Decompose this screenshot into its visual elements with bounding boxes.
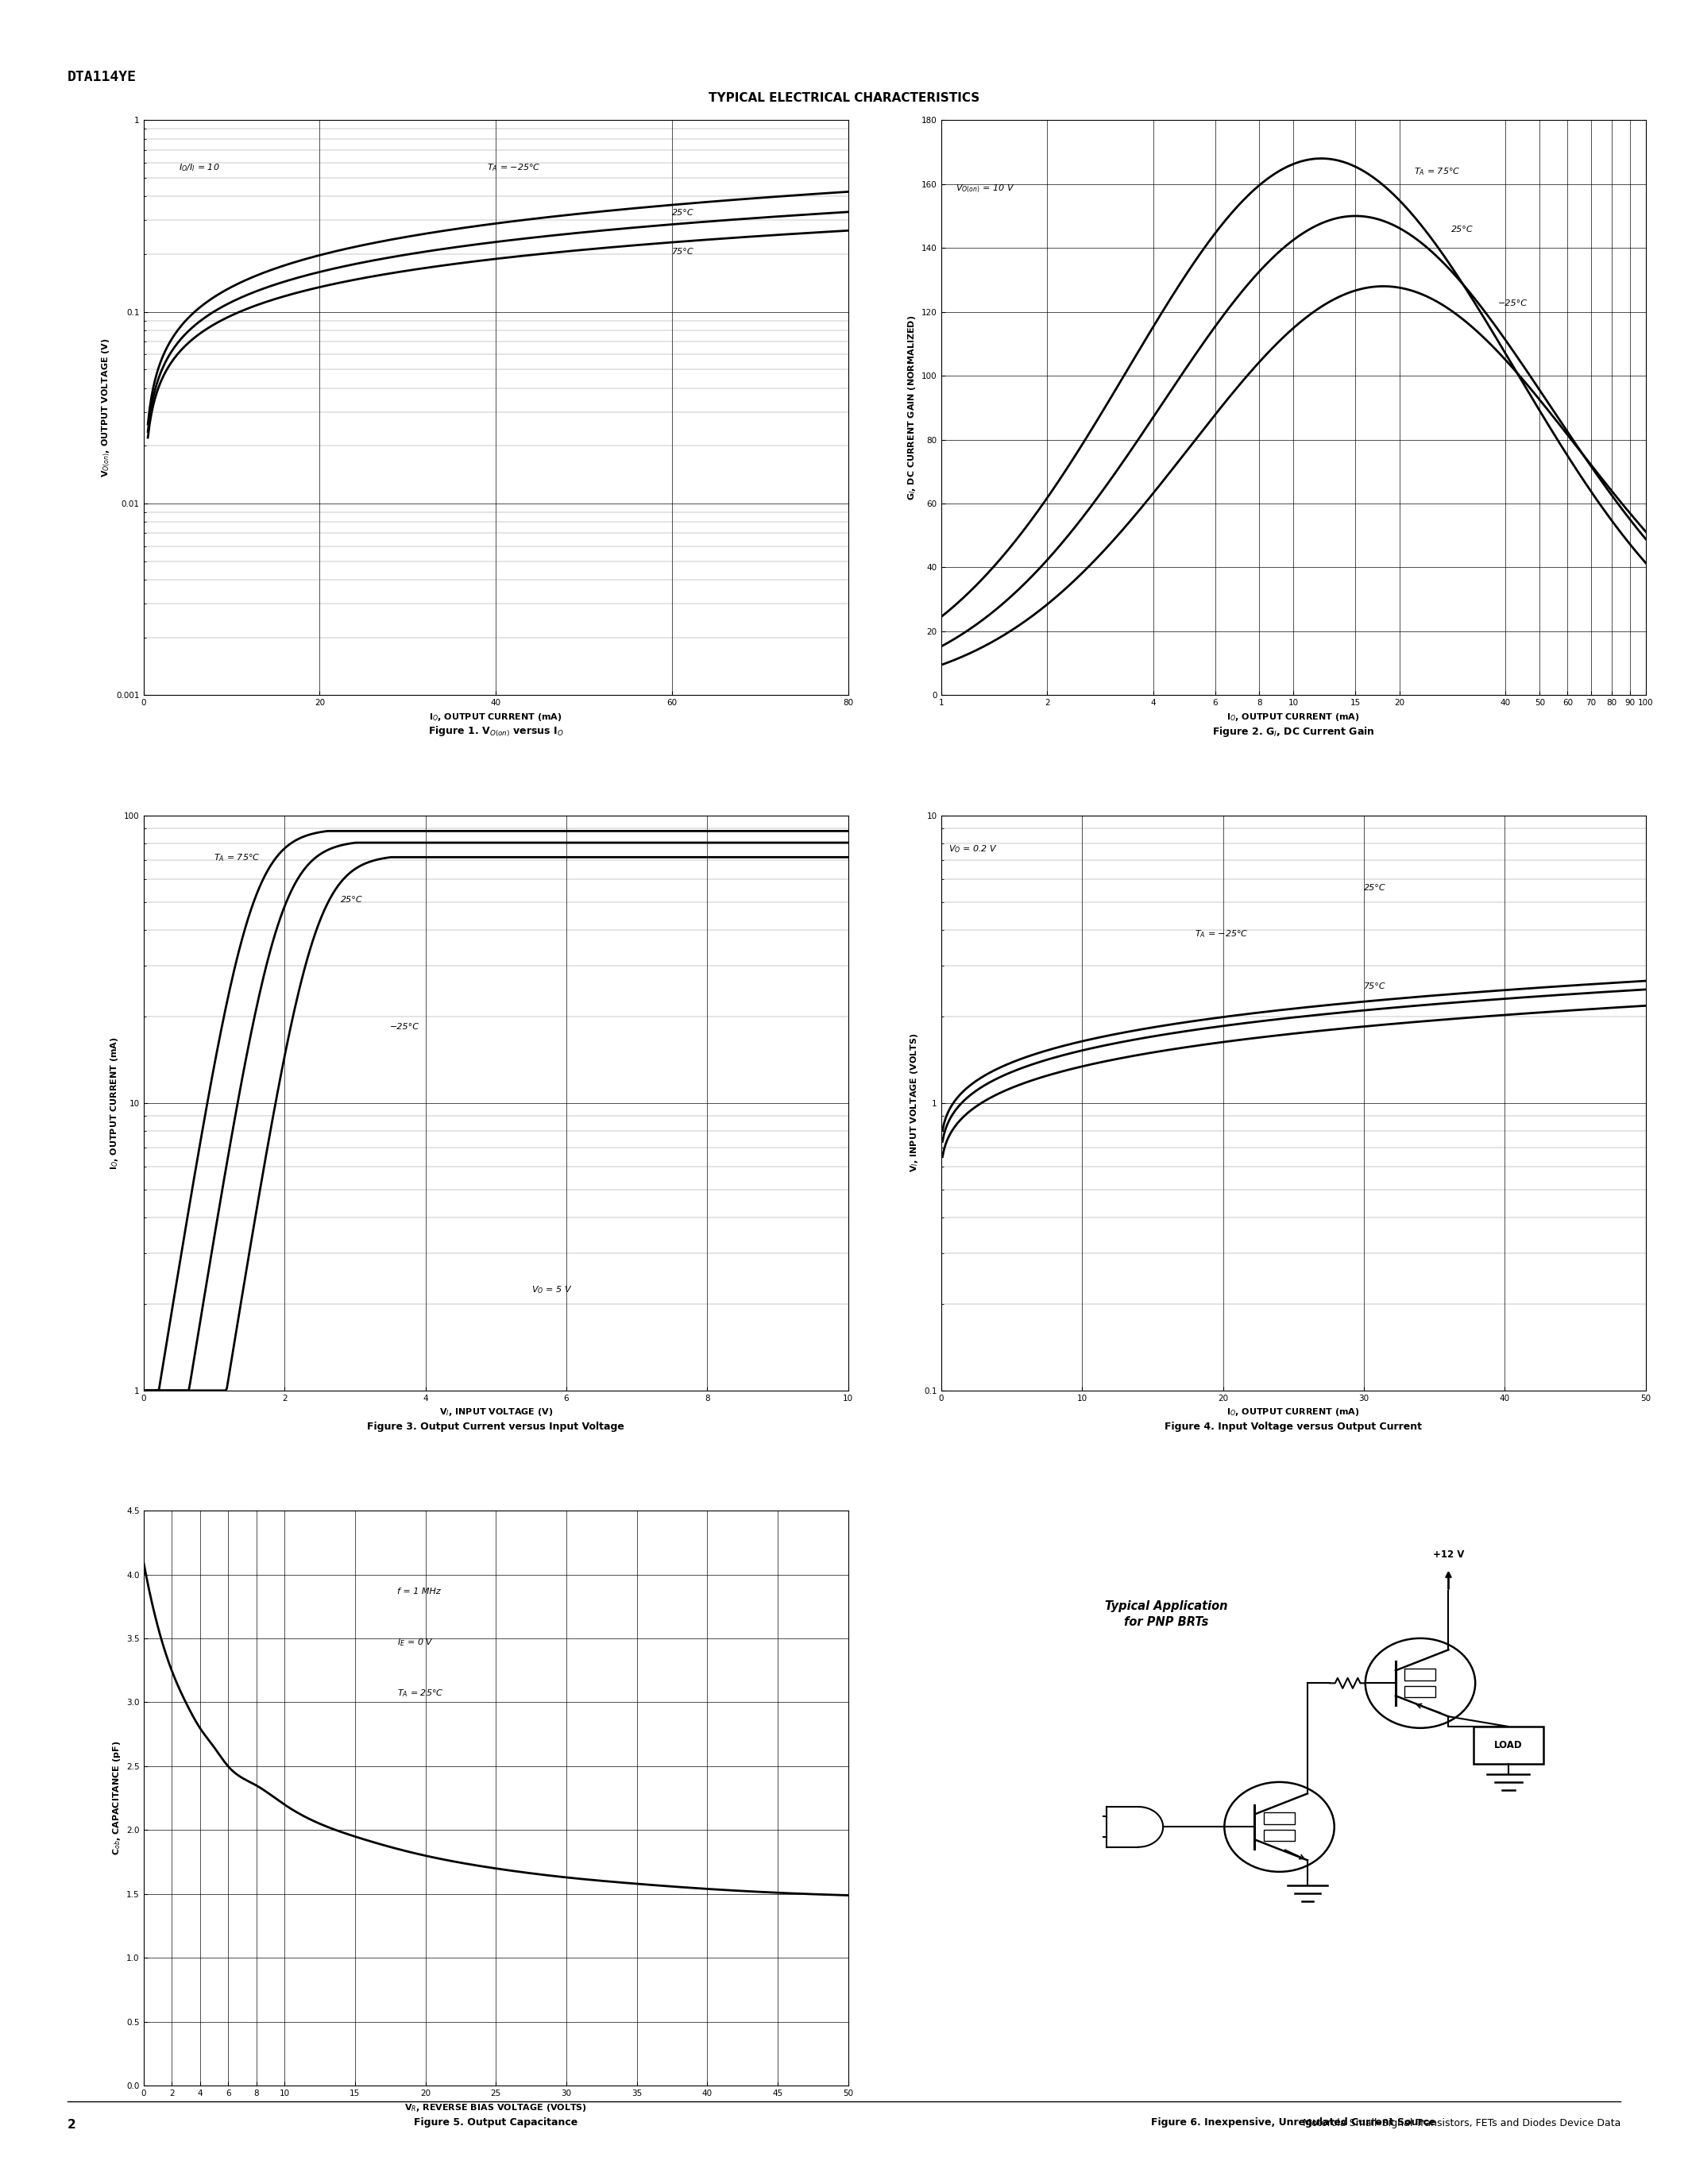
- Text: Figure 1. V$_{O(on)}$ versus I$_O$: Figure 1. V$_{O(on)}$ versus I$_O$: [429, 725, 564, 738]
- Text: 75°C: 75°C: [1364, 983, 1386, 989]
- Y-axis label: V$_{O(on)}$, OUTPUT VOLTAGE (V): V$_{O(on)}$, OUTPUT VOLTAGE (V): [100, 339, 111, 478]
- Text: 25°C: 25°C: [1452, 225, 1474, 234]
- X-axis label: I$_O$, OUTPUT CURRENT (mA): I$_O$, OUTPUT CURRENT (mA): [429, 712, 562, 723]
- Text: Typical Application
for PNP BRTs: Typical Application for PNP BRTs: [1106, 1601, 1227, 1627]
- Text: Figure 6. Inexpensive, Unregulated Current Source: Figure 6. Inexpensive, Unregulated Curre…: [1151, 2116, 1436, 2127]
- Text: Figure 4. Input Voltage versus Output Current: Figure 4. Input Voltage versus Output Cu…: [1165, 1422, 1421, 1433]
- Y-axis label: G$_I$, DC CURRENT GAIN (NORMALIZED): G$_I$, DC CURRENT GAIN (NORMALIZED): [906, 314, 917, 500]
- Text: +12 V: +12 V: [1433, 1548, 1463, 1559]
- Text: V$_O$ = 5 V: V$_O$ = 5 V: [532, 1284, 572, 1295]
- Text: LOAD: LOAD: [1494, 1741, 1523, 1749]
- Text: T$_A$ = −25°C: T$_A$ = −25°C: [488, 162, 540, 173]
- Y-axis label: C$_{ob}$, CAPACITANCE (pF): C$_{ob}$, CAPACITANCE (pF): [111, 1741, 122, 1856]
- Text: V$_{O(on)}$ = 10 V: V$_{O(on)}$ = 10 V: [955, 183, 1014, 194]
- Text: T$_A$ = −25°C: T$_A$ = −25°C: [1195, 928, 1249, 939]
- Y-axis label: V$_I$, INPUT VOLTAGE (VOLTS): V$_I$, INPUT VOLTAGE (VOLTS): [908, 1033, 920, 1173]
- Text: −25°C: −25°C: [1497, 299, 1528, 308]
- Bar: [1264, 1830, 1295, 1841]
- Text: T$_A$ = 25°C: T$_A$ = 25°C: [397, 1688, 444, 1699]
- Text: Motorola Small–Signal Transistors, FETs and Diodes Device Data: Motorola Small–Signal Transistors, FETs …: [1303, 2118, 1620, 2129]
- X-axis label: V$_I$, INPUT VOLTAGE (V): V$_I$, INPUT VOLTAGE (V): [439, 1406, 552, 1417]
- Text: V$_O$ = 0.2 V: V$_O$ = 0.2 V: [949, 843, 998, 854]
- Text: T$_A$ = 75°C: T$_A$ = 75°C: [214, 852, 260, 863]
- Text: f = 1 MHz: f = 1 MHz: [397, 1588, 441, 1594]
- Y-axis label: I$_O$, OUTPUT CURRENT (mA): I$_O$, OUTPUT CURRENT (mA): [108, 1037, 120, 1168]
- X-axis label: V$_R$, REVERSE BIAS VOLTAGE (VOLTS): V$_R$, REVERSE BIAS VOLTAGE (VOLTS): [405, 2101, 587, 2114]
- Text: 75°C: 75°C: [672, 247, 694, 256]
- Text: −25°C: −25°C: [390, 1022, 420, 1031]
- Text: I$_E$ = 0 V: I$_E$ = 0 V: [397, 1636, 434, 1647]
- Text: T$_A$ = 75°C: T$_A$ = 75°C: [1415, 166, 1460, 177]
- Bar: [1264, 1813, 1295, 1824]
- Text: 25°C: 25°C: [341, 895, 363, 904]
- Text: 2: 2: [68, 2118, 76, 2129]
- X-axis label: I$_O$, OUTPUT CURRENT (mA): I$_O$, OUTPUT CURRENT (mA): [1227, 1406, 1361, 1417]
- Text: 25°C: 25°C: [672, 210, 694, 216]
- Text: Figure 3. Output Current versus Input Voltage: Figure 3. Output Current versus Input Vo…: [368, 1422, 625, 1433]
- Text: I$_O$/I$_I$ = 10: I$_O$/I$_I$ = 10: [179, 162, 219, 173]
- Text: 25°C: 25°C: [1364, 885, 1386, 891]
- Text: DTA114YE: DTA114YE: [68, 70, 137, 85]
- Bar: [1474, 1728, 1543, 1765]
- Text: TYPICAL ELECTRICAL CHARACTERISTICS: TYPICAL ELECTRICAL CHARACTERISTICS: [709, 92, 979, 103]
- Text: Figure 5. Output Capacitance: Figure 5. Output Capacitance: [414, 2116, 577, 2127]
- Bar: [1404, 1686, 1436, 1697]
- Text: Figure 2. G$_I$, DC Current Gain: Figure 2. G$_I$, DC Current Gain: [1212, 725, 1374, 738]
- X-axis label: I$_O$, OUTPUT CURRENT (mA): I$_O$, OUTPUT CURRENT (mA): [1227, 712, 1361, 723]
- Bar: [1404, 1669, 1436, 1679]
